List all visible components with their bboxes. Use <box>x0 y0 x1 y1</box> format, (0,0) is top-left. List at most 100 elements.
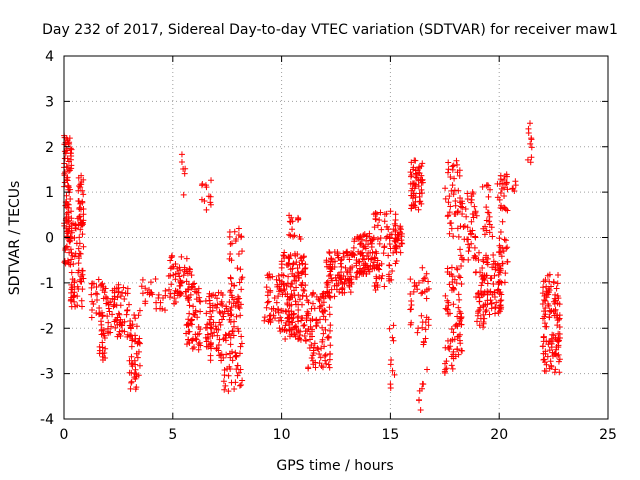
data-point <box>542 297 549 304</box>
data-point <box>373 250 380 257</box>
data-point <box>545 285 552 292</box>
data-point <box>371 254 378 261</box>
data-point <box>199 181 206 188</box>
data-point <box>305 326 312 333</box>
data-point <box>346 283 353 290</box>
data-point <box>99 339 106 346</box>
data-point <box>136 362 143 369</box>
data-point <box>480 311 487 318</box>
x-tick-label: 20 <box>490 427 508 443</box>
data-point <box>448 187 455 194</box>
data-point <box>221 372 228 379</box>
data-point <box>149 291 156 298</box>
data-point <box>162 307 169 314</box>
data-point <box>229 328 236 335</box>
data-point <box>71 298 78 305</box>
data-point <box>80 243 87 250</box>
data-point <box>68 269 75 276</box>
data-point <box>351 252 358 259</box>
data-point <box>346 256 353 263</box>
data-point <box>166 294 173 301</box>
data-point <box>390 322 397 329</box>
data-point <box>228 304 235 311</box>
data-point <box>227 274 234 281</box>
data-point <box>552 366 559 373</box>
y-tick-label: 2 <box>45 140 54 156</box>
data-point <box>139 290 146 297</box>
data-point <box>226 298 233 305</box>
data-point <box>207 330 214 337</box>
data-point <box>265 274 272 281</box>
data-point <box>89 306 96 313</box>
data-point <box>456 296 463 303</box>
data-point <box>106 308 113 315</box>
data-point <box>138 283 145 290</box>
data-point <box>485 193 492 200</box>
data-point <box>501 279 508 286</box>
data-point <box>490 251 497 258</box>
data-point <box>418 200 425 207</box>
data-point <box>185 328 192 335</box>
data-point <box>318 302 325 309</box>
data-point <box>391 220 398 227</box>
data-point <box>527 159 534 166</box>
data-point <box>283 282 290 289</box>
data-point <box>347 289 354 296</box>
data-point <box>326 273 333 280</box>
data-point <box>499 245 506 252</box>
data-point <box>186 310 193 317</box>
data-point <box>176 264 183 271</box>
data-point <box>411 157 418 164</box>
data-point <box>328 256 335 263</box>
data-point <box>527 140 534 147</box>
data-point <box>128 353 135 360</box>
data-point <box>548 362 555 369</box>
data-point <box>288 311 295 318</box>
data-point <box>422 335 429 342</box>
data-point <box>449 166 456 173</box>
data-point <box>478 282 485 289</box>
data-point <box>383 210 390 217</box>
data-point <box>76 240 83 247</box>
data-point <box>482 308 489 315</box>
data-point <box>376 240 383 247</box>
data-point <box>542 277 549 284</box>
data-point <box>320 313 327 320</box>
data-point <box>197 298 204 305</box>
data-point <box>359 249 366 256</box>
data-point <box>378 226 385 233</box>
data-point <box>385 252 392 259</box>
data-point <box>108 323 115 330</box>
data-point <box>449 182 456 189</box>
data-point <box>305 310 312 317</box>
data-point <box>457 223 464 230</box>
data-point <box>480 225 487 232</box>
data-point <box>502 181 509 188</box>
data-point <box>308 354 315 361</box>
data-point <box>542 311 549 318</box>
data-point <box>234 372 241 379</box>
data-point <box>288 290 295 297</box>
data-point <box>450 233 457 240</box>
data-point <box>397 225 404 232</box>
data-point <box>408 319 415 326</box>
data-point <box>126 332 133 339</box>
data-point <box>545 300 552 307</box>
y-tick-label: 4 <box>45 49 54 65</box>
data-point <box>296 233 303 240</box>
data-point <box>147 279 154 286</box>
data-point <box>360 262 367 269</box>
data-point <box>484 255 491 262</box>
data-point <box>551 369 558 376</box>
data-point <box>203 310 210 317</box>
data-point <box>284 300 291 307</box>
data-point <box>449 365 456 372</box>
data-point <box>389 367 396 374</box>
data-point <box>496 308 503 315</box>
data-point <box>475 289 482 296</box>
data-point <box>72 225 79 232</box>
data-point <box>504 207 511 214</box>
data-point <box>291 292 298 299</box>
data-point <box>186 302 193 309</box>
data-point <box>178 279 185 286</box>
